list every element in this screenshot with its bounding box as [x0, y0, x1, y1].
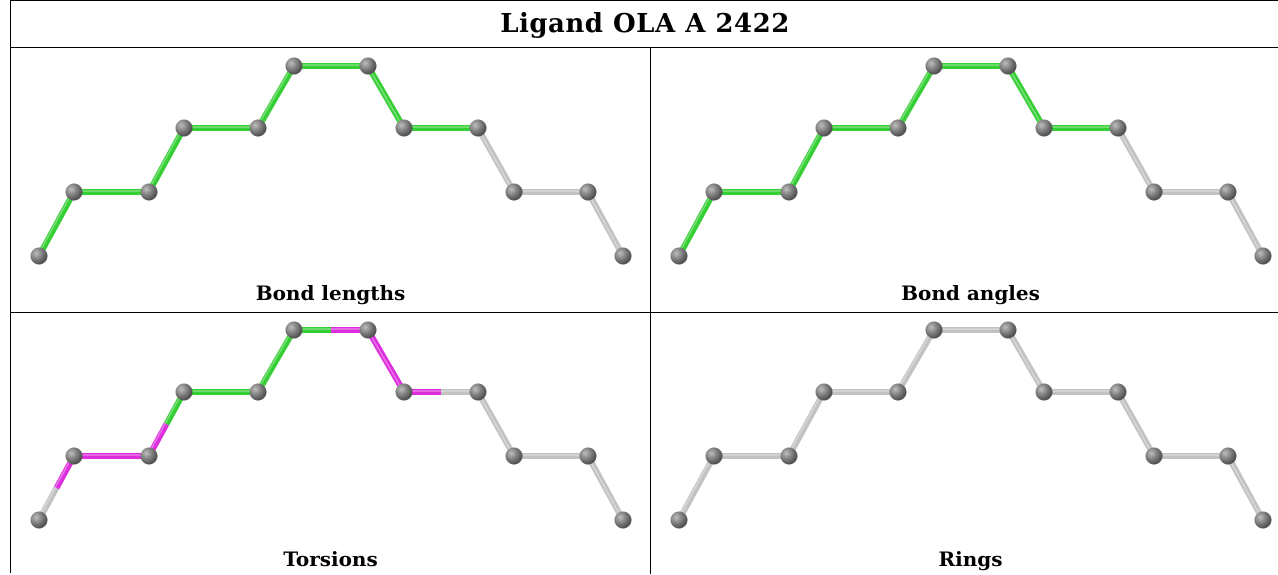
figure-frame: Ligand OLA A 2422 Bond lengths Bond angl… — [10, 0, 1278, 575]
molecule-torsions — [30, 321, 632, 529]
column-divider — [650, 48, 651, 574]
atom-4 — [175, 383, 193, 401]
molecule-bond-lengths — [30, 57, 632, 265]
atom-4 — [815, 383, 833, 401]
atom-3 — [780, 183, 798, 201]
atom-11 — [1219, 183, 1237, 201]
title-divider — [11, 47, 1278, 48]
atom-12 — [614, 247, 632, 265]
atom-2 — [705, 447, 723, 465]
atom-9 — [1109, 383, 1127, 401]
row-divider — [11, 312, 1278, 313]
atom-2 — [705, 183, 723, 201]
atom-11 — [1219, 447, 1237, 465]
molecule-rings — [670, 321, 1272, 529]
panel-rings: Rings — [651, 313, 1278, 575]
atom-8 — [1035, 119, 1053, 137]
panel-bond-lengths: Bond lengths — [11, 49, 650, 311]
atom-9 — [1109, 119, 1127, 137]
atom-8 — [395, 119, 413, 137]
atom-12 — [1254, 511, 1272, 529]
caption-bond-angles: Bond angles — [901, 281, 1040, 305]
atom-10 — [1145, 447, 1163, 465]
atom-6 — [285, 57, 303, 75]
atom-10 — [505, 183, 523, 201]
atom-6 — [925, 57, 943, 75]
atom-7 — [359, 321, 377, 339]
atom-7 — [999, 321, 1017, 339]
atom-5 — [889, 119, 907, 137]
atom-8 — [1035, 383, 1053, 401]
figure-title: Ligand OLA A 2422 — [500, 9, 790, 39]
atom-9 — [469, 119, 487, 137]
atom-10 — [1145, 183, 1163, 201]
atom-8 — [395, 383, 413, 401]
atom-6 — [925, 321, 943, 339]
atom-5 — [249, 119, 267, 137]
atom-11 — [579, 447, 597, 465]
atom-2 — [65, 447, 83, 465]
atom-1 — [30, 247, 48, 265]
atom-1 — [670, 247, 688, 265]
atom-7 — [999, 57, 1017, 75]
panel-torsions: Torsions — [11, 313, 650, 575]
atom-1 — [30, 511, 48, 529]
panel-bond-angles: Bond angles — [651, 49, 1278, 311]
atom-5 — [249, 383, 267, 401]
atom-3 — [140, 447, 158, 465]
caption-rings: Rings — [938, 547, 1003, 571]
atom-11 — [579, 183, 597, 201]
atom-4 — [175, 119, 193, 137]
atom-3 — [780, 447, 798, 465]
atom-4 — [815, 119, 833, 137]
atom-12 — [1254, 247, 1272, 265]
atom-2 — [65, 183, 83, 201]
atom-10 — [505, 447, 523, 465]
molecule-bond-angles — [670, 57, 1272, 265]
caption-torsions: Torsions — [283, 547, 378, 571]
atom-7 — [359, 57, 377, 75]
caption-bond-lengths: Bond lengths — [255, 281, 406, 305]
atom-1 — [670, 511, 688, 529]
atom-3 — [140, 183, 158, 201]
atom-9 — [469, 383, 487, 401]
atom-6 — [285, 321, 303, 339]
atom-12 — [614, 511, 632, 529]
atom-5 — [889, 383, 907, 401]
